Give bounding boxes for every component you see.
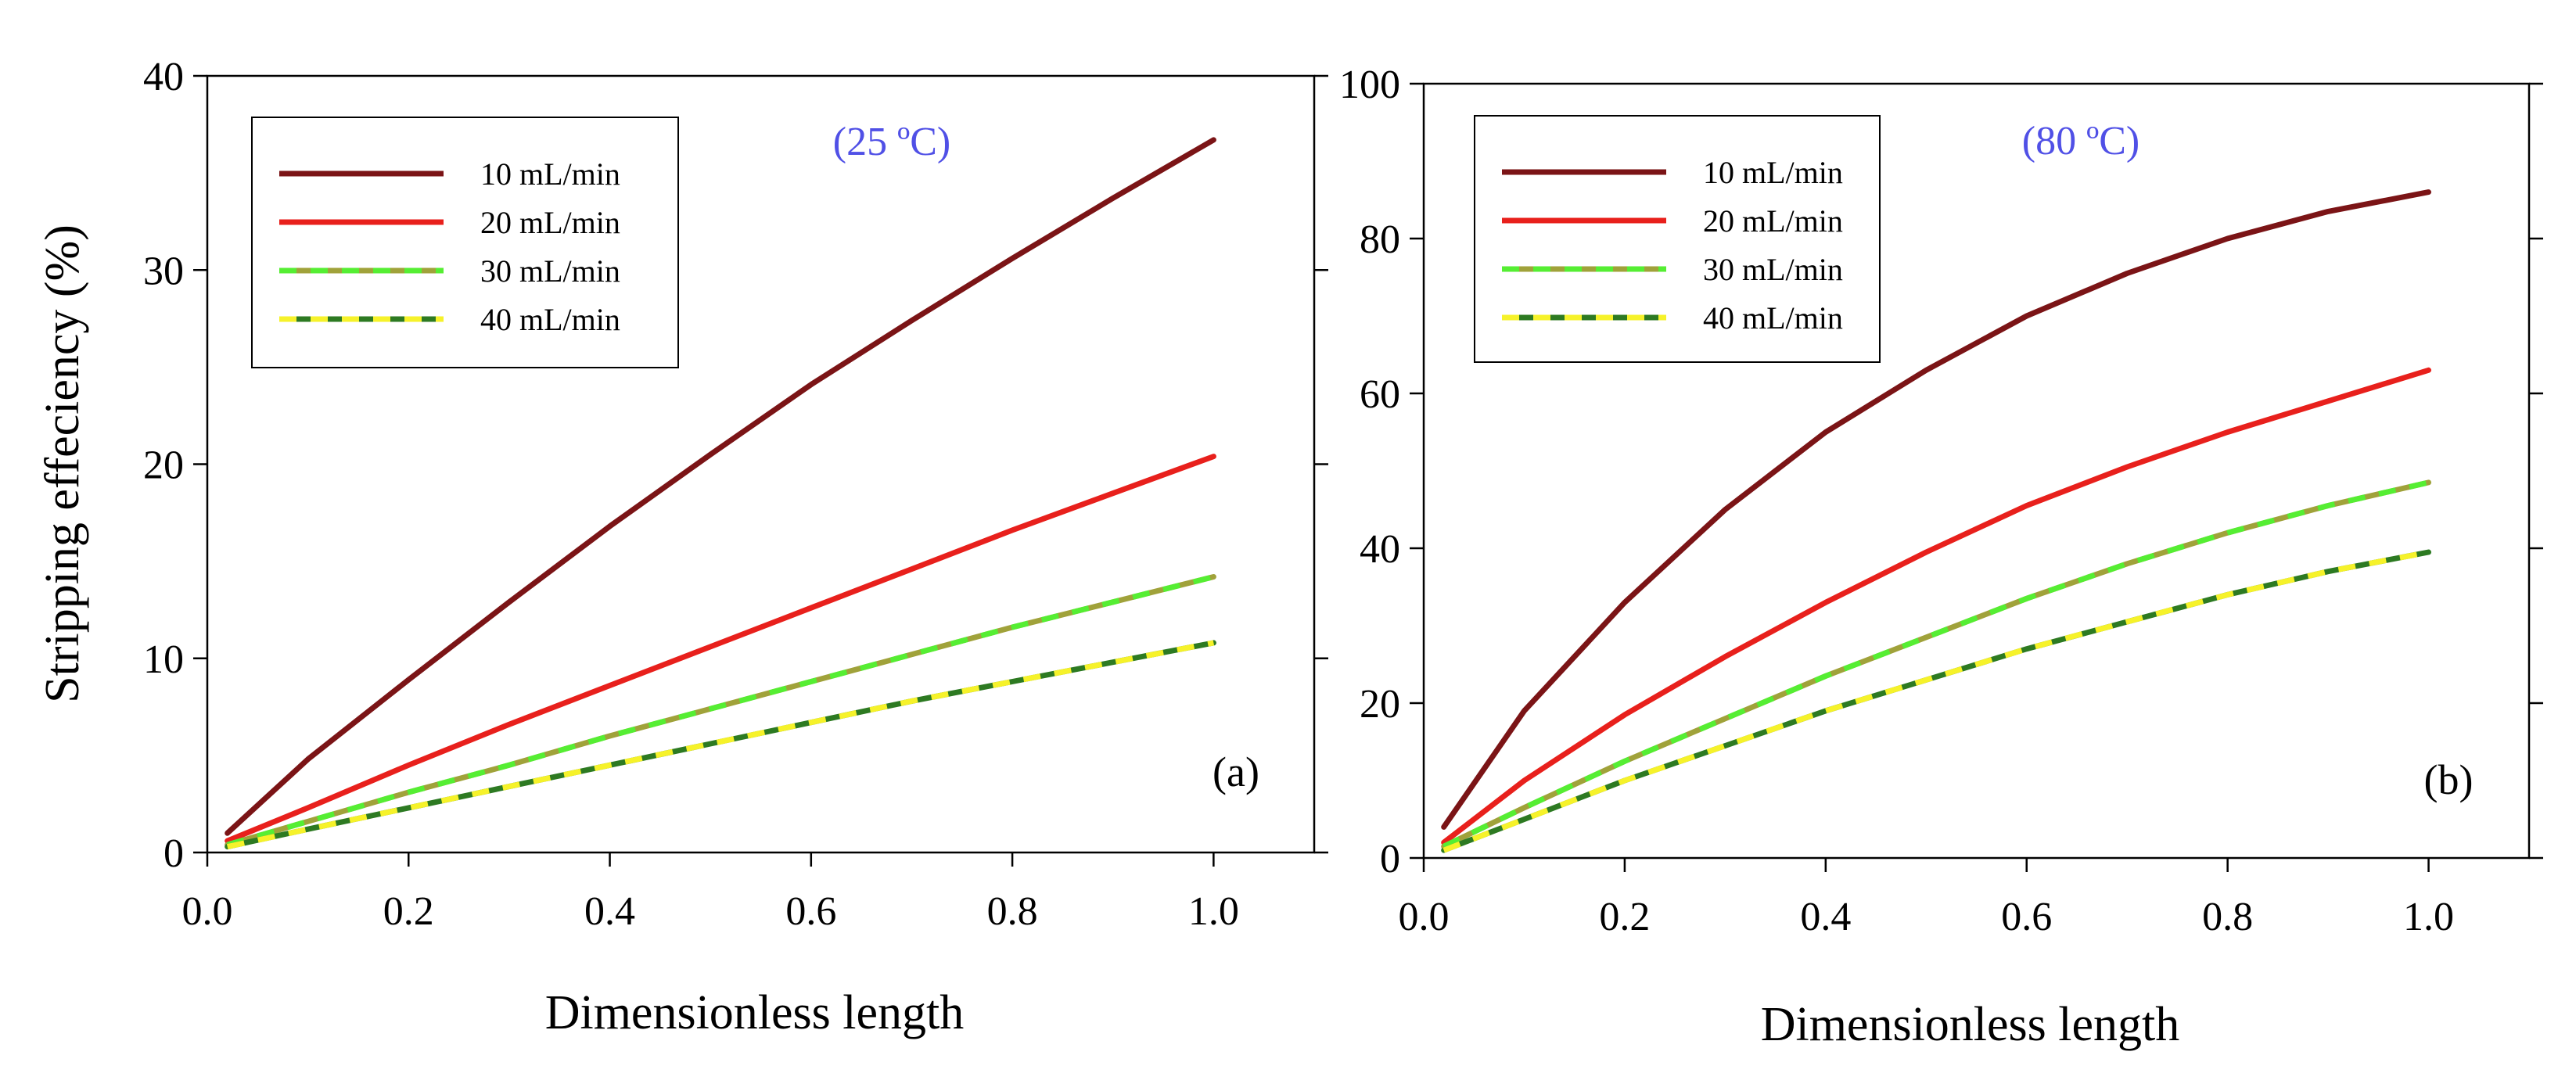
x-tick-label: 1.0 xyxy=(2403,895,2454,939)
x-tick-label: 0.0 xyxy=(1399,895,1450,939)
series-line-base xyxy=(225,574,1216,848)
legend-label: 30 mL/min xyxy=(1703,252,1843,287)
legend-label: 30 mL/min xyxy=(480,253,620,289)
series-line-1 xyxy=(225,137,1216,836)
legend-item: 30 mL/min xyxy=(1502,252,1843,287)
legend: 10 mL/min 20 mL/min 30 mL/min 40 mL/min xyxy=(1474,115,1881,363)
y-tick-label: 80 xyxy=(1360,217,1400,262)
legend-item: 10 mL/min xyxy=(1502,155,1843,190)
series-line-base xyxy=(225,137,1216,836)
panel-label: (b) xyxy=(2424,756,2474,803)
y-tick-label: 0 xyxy=(163,831,184,876)
temperature-annotation: (80 ºC) xyxy=(2022,119,2139,163)
series-line-4 xyxy=(1441,549,2431,853)
x-tick-label: 0.2 xyxy=(383,889,434,934)
y-tick-label: 20 xyxy=(143,443,184,488)
series-line-dash-overlay xyxy=(1442,549,2430,853)
legend-label: 10 mL/min xyxy=(1703,155,1843,190)
series-line-4 xyxy=(225,640,1216,850)
legend-box xyxy=(251,117,679,368)
y-axis-label: Stripping effeciency (%) xyxy=(36,224,89,703)
series-line-3 xyxy=(225,574,1216,848)
y-tick-label: 30 xyxy=(143,249,184,293)
x-tick-label: 1.0 xyxy=(1188,889,1239,934)
series-line-base xyxy=(1441,367,2431,845)
series-line-dash-overlay xyxy=(226,574,1215,848)
x-axis-label: Dimensionless length xyxy=(545,986,965,1039)
legend-item: 40 mL/min xyxy=(1502,300,1843,336)
legend-item: 30 mL/min xyxy=(279,253,620,289)
series-line-1 xyxy=(1441,189,2431,830)
legend-item: 20 mL/min xyxy=(279,205,620,240)
series-line-2 xyxy=(1441,367,2431,845)
x-tick-label: 0.6 xyxy=(2001,895,2052,939)
legend-box xyxy=(1474,115,1881,363)
legend-label: 20 mL/min xyxy=(1703,203,1843,239)
series-line-base xyxy=(1441,549,2431,853)
y-tick-label: 100 xyxy=(1339,63,1400,107)
series-line-base xyxy=(225,454,1216,844)
x-axis-label: Dimensionless length xyxy=(1761,998,2180,1051)
legend-item: 40 mL/min xyxy=(279,302,620,337)
legend-label: 10 mL/min xyxy=(480,156,620,192)
y-tick-label: 40 xyxy=(1360,527,1400,572)
series-line-3 xyxy=(1441,479,2431,849)
panel-b: 0.0 0.2 0.4 0.6 0.8 1.0 0 20 40 60 80 100 Dimensionl… xyxy=(1339,63,2543,1051)
y-tick-label: 10 xyxy=(143,637,184,682)
panel-a: 0.0 0.2 0.4 0.6 0.8 1.0 0 10 20 30 40 Dimensionless… xyxy=(36,55,1328,1039)
x-tick-label: 0.4 xyxy=(1800,895,1851,939)
legend-label: 40 mL/min xyxy=(1703,300,1843,336)
y-tick-label: 0 xyxy=(1380,837,1400,881)
series-line-2 xyxy=(225,454,1216,844)
legend: 10 mL/min 20 mL/min 30 mL/min 40 mL/min xyxy=(251,117,679,368)
x-tick-label: 0.0 xyxy=(182,889,233,934)
series-line-dash-overlay xyxy=(1442,479,2430,849)
x-tick-label: 0.4 xyxy=(584,889,635,934)
y-tick-label: 40 xyxy=(143,55,184,99)
x-tick-label: 0.8 xyxy=(2202,895,2253,939)
y-tick-label: 20 xyxy=(1360,682,1400,727)
panel-label: (a) xyxy=(1213,748,1259,795)
series-line-base xyxy=(1441,189,2431,830)
legend-item: 20 mL/min xyxy=(1502,203,1843,239)
x-tick-label: 0.8 xyxy=(987,889,1038,934)
temperature-annotation: (25 ºC) xyxy=(833,120,950,164)
series-line-base xyxy=(225,640,1216,850)
plot-frame xyxy=(1422,82,2531,860)
x-tick-label: 0.2 xyxy=(1599,895,1650,939)
legend-item: 10 mL/min xyxy=(279,156,620,192)
legend-label: 40 mL/min xyxy=(480,302,620,337)
y-tick-label: 60 xyxy=(1360,372,1400,417)
x-tick-label: 0.6 xyxy=(785,889,836,934)
legend-label: 20 mL/min xyxy=(480,205,620,240)
